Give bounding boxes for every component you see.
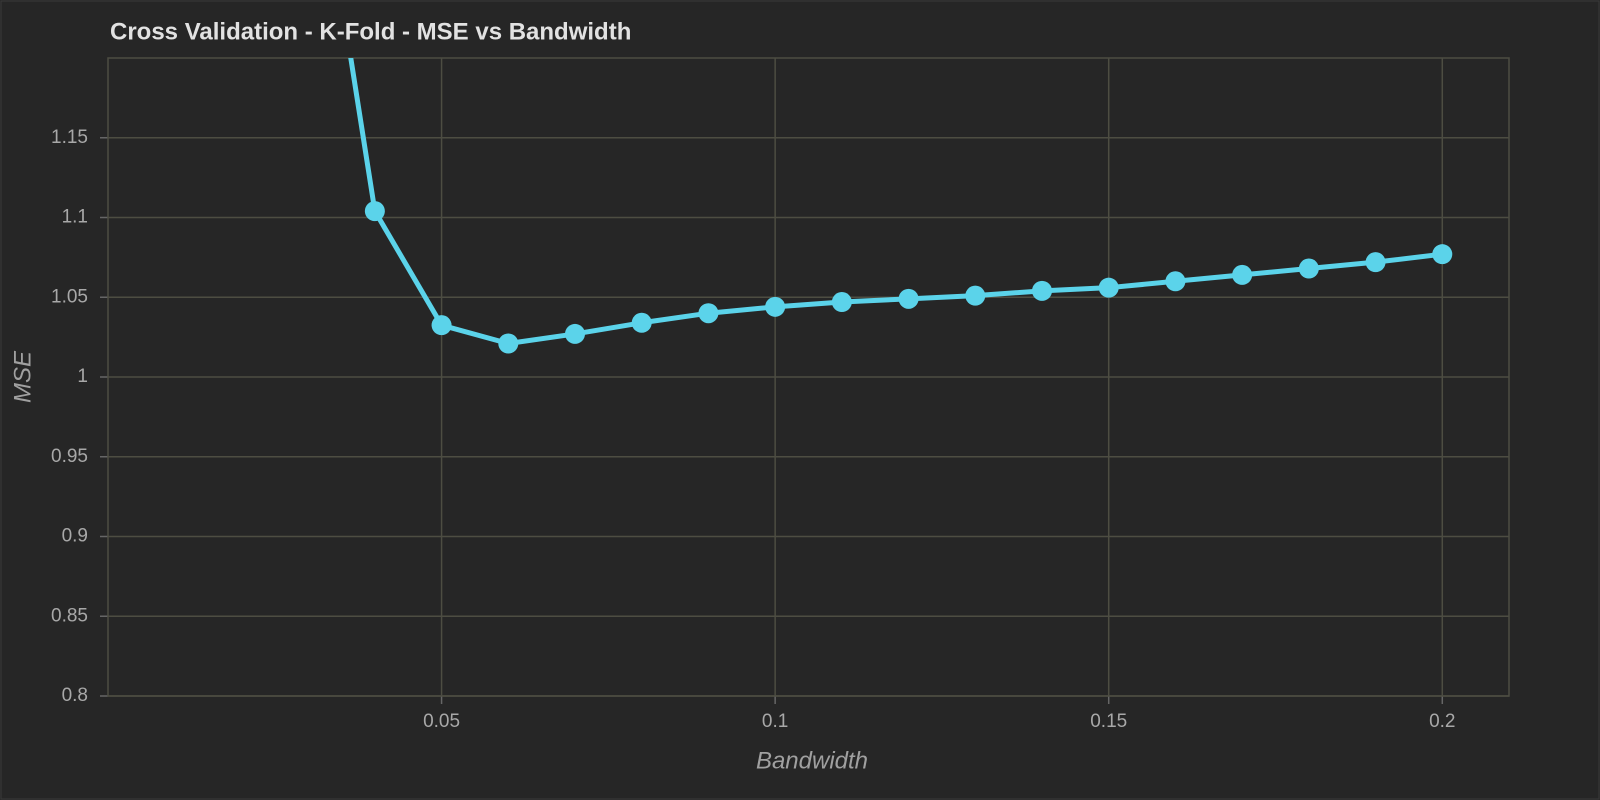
data-point xyxy=(498,333,519,354)
data-point xyxy=(765,296,786,317)
y-tick-label: 1 xyxy=(77,366,88,387)
x-tick-label: 0.15 xyxy=(1090,711,1127,732)
data-line xyxy=(348,58,1443,347)
x-axis-label: Bandwidth xyxy=(756,747,868,774)
data-point xyxy=(1165,271,1186,292)
x-tick-label: 0.05 xyxy=(423,711,460,732)
y-tick-label: 0.95 xyxy=(51,446,88,467)
y-axis-label: MSE xyxy=(9,350,36,403)
x-tick-label: 0.2 xyxy=(1429,711,1455,732)
y-tick-label: 0.9 xyxy=(62,526,88,547)
chart-title: Cross Validation - K-Fold - MSE vs Bandw… xyxy=(110,18,631,45)
y-tick-label: 0.8 xyxy=(62,685,88,706)
y-tick-label: 1.05 xyxy=(51,286,88,307)
y-tick-label: 0.85 xyxy=(51,605,88,626)
data-point xyxy=(364,201,385,222)
data-point xyxy=(831,292,852,313)
data-point xyxy=(631,312,652,333)
data-point xyxy=(565,323,585,344)
data-point xyxy=(1432,244,1453,265)
plot-border xyxy=(107,57,1510,697)
y-tick-label: 1.1 xyxy=(62,207,88,228)
data-point xyxy=(1098,277,1119,298)
y-tick-label: 1.15 xyxy=(51,127,88,148)
data-point xyxy=(1232,264,1253,285)
x-tick-label: 0.1 xyxy=(762,711,788,732)
data-point xyxy=(1365,252,1386,273)
data-point xyxy=(1032,280,1052,301)
data-point xyxy=(898,288,919,309)
data-point xyxy=(965,285,986,306)
data-point xyxy=(431,315,452,336)
data-point xyxy=(698,303,719,324)
data-point xyxy=(1298,258,1319,279)
